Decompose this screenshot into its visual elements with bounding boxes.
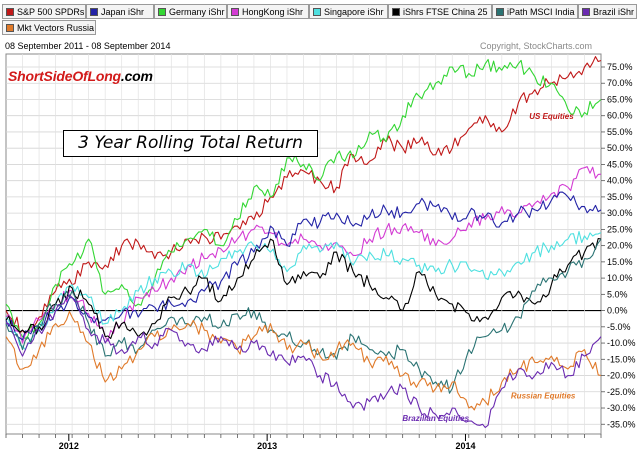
- series-line: [5, 191, 602, 341]
- annotation-label: Russian Equities: [511, 391, 576, 400]
- legend-label: Germany iShr: [169, 7, 225, 17]
- legend-swatch: [231, 8, 239, 16]
- legend-item: Singapore iShr: [309, 4, 388, 19]
- legend-item: iShrs FTSE China 25: [388, 4, 492, 19]
- legend-label: Mkt Vectors Russia: [17, 23, 95, 33]
- legend-swatch: [158, 8, 166, 16]
- x-axis: 2012 2013 2014: [5, 434, 602, 451]
- legend-item: S&P 500 SPDRs: [2, 4, 86, 19]
- legend-swatch: [496, 8, 504, 16]
- y-tick-label: 65.0%: [607, 94, 633, 104]
- logo-part-2: Long: [87, 68, 121, 84]
- y-tick-label: 55.0%: [607, 127, 633, 137]
- series-line: [5, 310, 602, 411]
- y-tick-label: 20.0%: [607, 241, 633, 251]
- legend-label: S&P 500 SPDRs: [17, 7, 85, 17]
- annotation-label: US Equities: [529, 112, 574, 121]
- legend-swatch: [6, 8, 14, 16]
- legend-label: HongKong iShr: [242, 7, 304, 17]
- y-tick-label: 0.0%: [607, 306, 628, 316]
- x-tick-label: 2012: [59, 441, 79, 451]
- y-tick-label: -5.0%: [607, 322, 631, 332]
- legend-swatch: [6, 24, 14, 32]
- x-tick-label: 2014: [455, 441, 475, 451]
- series-line: [5, 230, 602, 351]
- y-tick-label: -10.0%: [607, 338, 636, 348]
- y-tick-label: 15.0%: [607, 257, 633, 267]
- y-tick-label: 45.0%: [607, 159, 633, 169]
- legend-label: iPath MSCI India: [507, 7, 575, 17]
- y-tick-label: 25.0%: [607, 224, 633, 234]
- y-tick-label: 35.0%: [607, 192, 633, 202]
- legend-item: Germany iShr: [154, 4, 227, 19]
- y-axis: 75.0% 70.0% 65.0% 60.0% 55.0% 50.0% 45.0% 40.0%…: [601, 62, 636, 429]
- legend-label: Brazil iShr: [593, 7, 635, 17]
- y-tick-label: 5.0%: [607, 289, 628, 299]
- annotation-label: Brazilian Equities: [402, 414, 469, 423]
- logo-part-1: ShortSideOf: [8, 68, 88, 84]
- legend-item: Mkt Vectors Russia: [2, 20, 96, 35]
- logo-part-3: .com: [120, 68, 153, 84]
- legend-item: Brazil iShr: [578, 4, 637, 19]
- legend-swatch: [392, 8, 400, 16]
- legend-label: Singapore iShr: [324, 7, 384, 17]
- grid: [6, 54, 601, 434]
- legend-item: iPath MSCI India: [492, 4, 578, 19]
- y-tick-label: 70.0%: [607, 78, 633, 88]
- y-tick-label: 50.0%: [607, 143, 633, 153]
- copyright-notice: Copyright, StockCharts.com: [479, 41, 592, 51]
- series-line: [5, 56, 602, 335]
- date-range: 08 September 2011 - 08 September 2014: [5, 41, 171, 51]
- y-tick-label: 60.0%: [607, 111, 633, 121]
- y-tick-label: -15.0%: [607, 354, 636, 364]
- legend-swatch: [90, 8, 98, 16]
- legend-swatch: [313, 8, 321, 16]
- y-tick-label: 30.0%: [607, 208, 633, 218]
- legend-label: Japan iShr: [101, 7, 145, 17]
- y-tick-label: 75.0%: [607, 62, 633, 72]
- y-tick-label: -20.0%: [607, 371, 636, 381]
- legend-item: HongKong iShr: [227, 4, 309, 19]
- y-tick-label: -30.0%: [607, 403, 636, 413]
- y-tick-label: -35.0%: [607, 419, 636, 429]
- legend-label: iShrs FTSE China 25: [403, 7, 488, 17]
- legend-item: Japan iShr: [86, 4, 154, 19]
- series-line: [5, 294, 602, 429]
- chart-title: 3 Year Rolling Total Return: [63, 130, 318, 157]
- series-line: [5, 237, 602, 340]
- annotations: US Equities Russian Equities Brazilian Equ…: [402, 112, 576, 423]
- logo: ShortSideOfLong.com: [8, 68, 153, 84]
- legend-swatch: [582, 8, 590, 16]
- y-tick-label: -25.0%: [607, 387, 636, 397]
- y-tick-label: 40.0%: [607, 176, 633, 186]
- y-tick-label: 10.0%: [607, 273, 633, 283]
- series-line: [5, 58, 602, 340]
- series-lines: [5, 56, 602, 429]
- x-tick-label: 2013: [257, 441, 277, 451]
